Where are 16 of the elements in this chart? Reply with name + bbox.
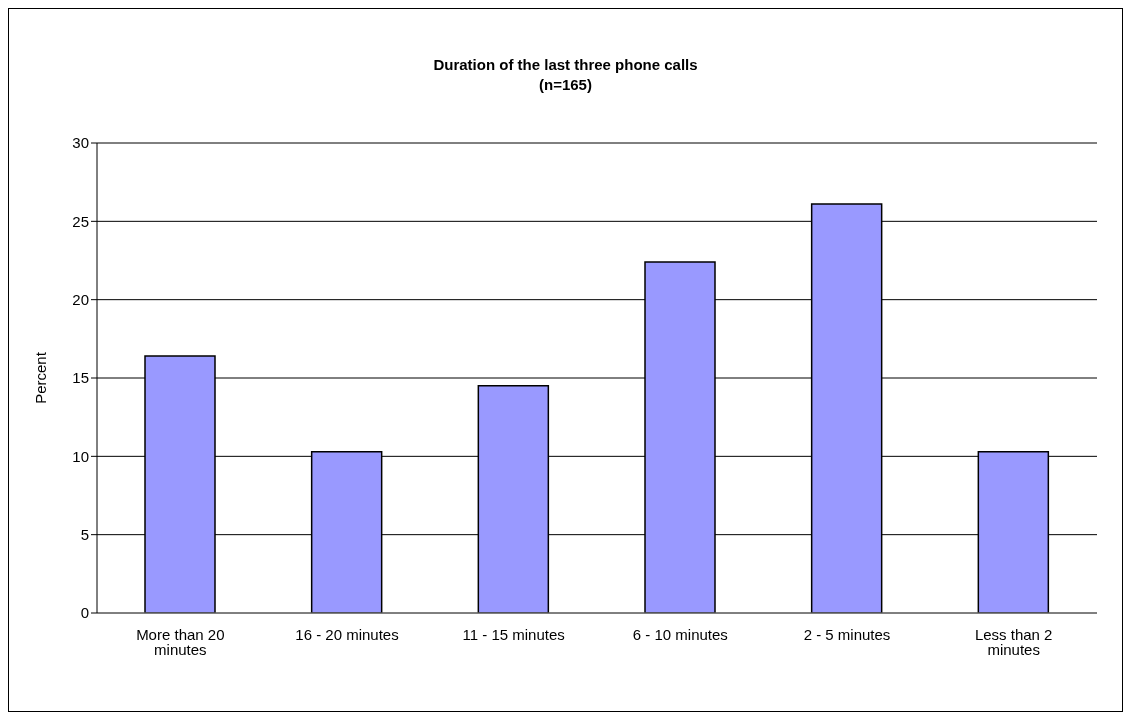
x-tick-label: 11 - 15 minutes [462, 625, 565, 643]
y-tick-label: 30 [72, 134, 89, 152]
y-tick-label: 10 [72, 447, 89, 465]
chart-subtitle: (n=165) [538, 75, 593, 95]
x-tick-label: More than 20 minutes [136, 625, 225, 658]
x-tick-label: 16 - 20 minutes [295, 625, 399, 643]
x-tick-label: Less than 2 minutes [974, 625, 1053, 658]
chart-title: Duration of the last three phone calls [432, 55, 699, 75]
y-tick-label: 5 [80, 525, 89, 543]
y-tick-label: 20 [72, 290, 89, 308]
y-tick-label: 0 [80, 604, 89, 622]
x-tick-label: 2 - 5 minutes [803, 625, 891, 643]
y-axis-title: Percent [32, 351, 50, 404]
y-tick-label: 25 [72, 212, 89, 230]
y-tick-label: 15 [72, 369, 89, 387]
x-tick-label: 6 - 10 minutes [632, 625, 728, 643]
